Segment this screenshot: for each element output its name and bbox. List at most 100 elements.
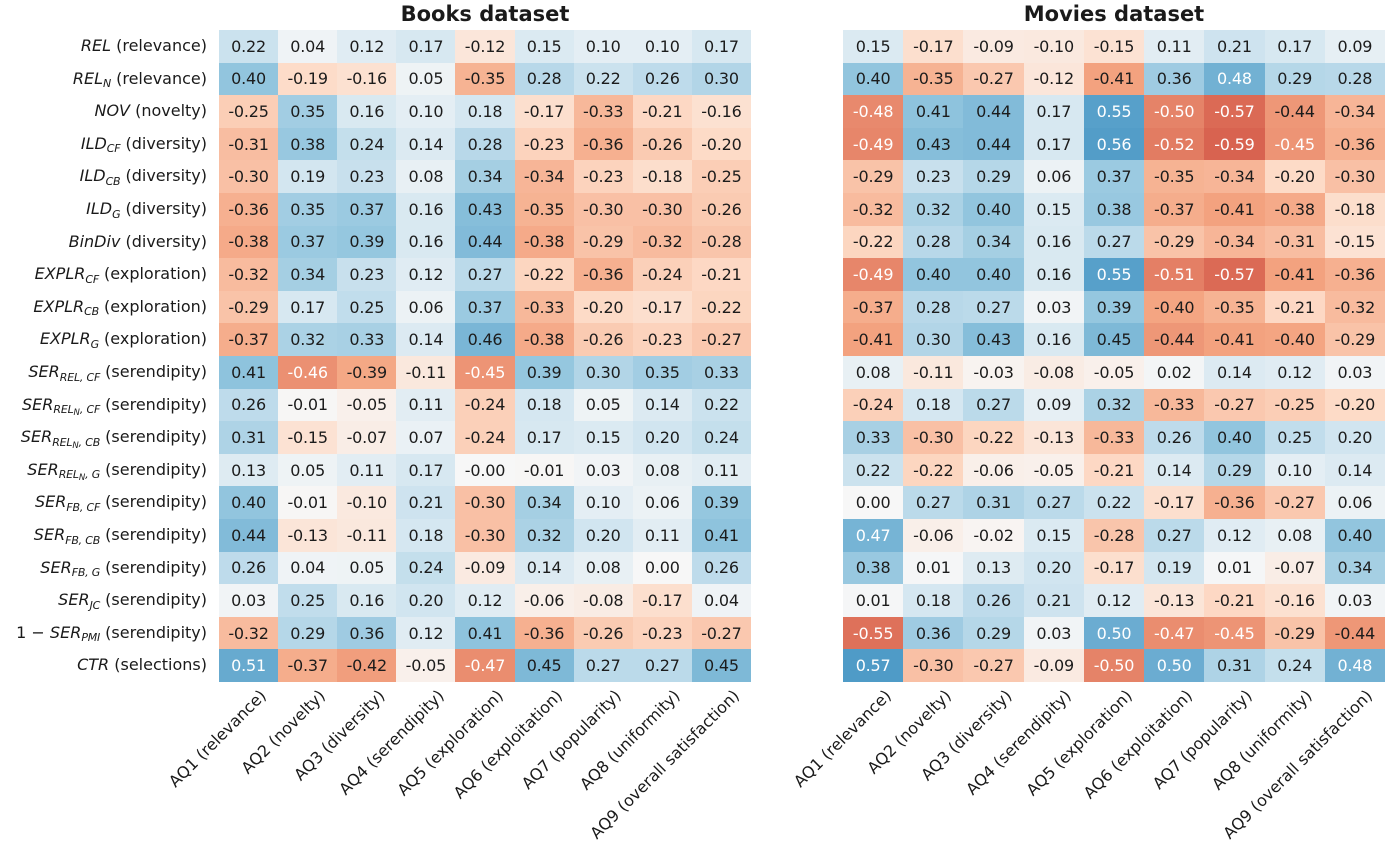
heatmap-cell: -0.27 bbox=[963, 649, 1024, 682]
heatmap-cell: -0.21 bbox=[691, 258, 751, 291]
heatmap-cell: -0.29 bbox=[1264, 616, 1325, 650]
heatmap-cell: -0.50 bbox=[1083, 649, 1145, 682]
heatmap-cell: -0.45 bbox=[1204, 616, 1265, 650]
heatmap-cell: 0.06 bbox=[396, 290, 456, 324]
heatmap-cell: -0.15 bbox=[278, 421, 338, 454]
heatmap-cell: -0.35 bbox=[1144, 160, 1205, 193]
heatmap-cell: 0.31 bbox=[219, 421, 279, 454]
heatmap-cell: 0.39 bbox=[1083, 290, 1145, 324]
books-panel-title: Books dataset bbox=[400, 2, 570, 26]
heatmap-cell: 0.10 bbox=[396, 95, 456, 128]
heatmap-cell: 0.48 bbox=[1204, 62, 1265, 96]
heatmap-cell: 0.24 bbox=[337, 127, 397, 161]
heatmap-cell: 0.05 bbox=[396, 62, 456, 96]
heatmap-cell: 0.55 bbox=[1083, 258, 1145, 291]
heatmap-cell: -0.21 bbox=[1083, 453, 1145, 487]
heatmap-cell: -0.17 bbox=[1083, 551, 1145, 585]
heatmap-cell: 0.16 bbox=[337, 95, 397, 128]
heatmap-cell: -0.55 bbox=[843, 616, 904, 650]
heatmap-cell: 0.13 bbox=[219, 453, 279, 487]
heatmap-cell: 0.08 bbox=[396, 160, 456, 193]
x-tick-label: AQ4 (serendipity) bbox=[962, 686, 1076, 799]
x-tick-label: AQ7 (popularity) bbox=[517, 686, 625, 793]
heatmap-cell: -0.41 bbox=[1204, 323, 1265, 356]
heatmap-cell: 0.29 bbox=[1204, 453, 1265, 487]
heatmap-cell: -0.30 bbox=[573, 192, 633, 226]
heatmap-cell: 0.03 bbox=[219, 584, 279, 617]
row-label: SERRELN, CB (serendipity) bbox=[20, 427, 207, 451]
heatmap-cell: 0.23 bbox=[903, 160, 964, 193]
heatmap-cell: -0.23 bbox=[632, 323, 692, 356]
heatmap-cell: 0.06 bbox=[1324, 486, 1385, 519]
row-label: EXPLRCF (exploration) bbox=[34, 264, 207, 286]
heatmap-cell: -0.17 bbox=[1144, 486, 1205, 519]
row-label: REL (relevance) bbox=[80, 36, 207, 55]
heatmap-cell: -0.20 bbox=[573, 290, 633, 324]
heatmap-cell: 0.17 bbox=[1023, 127, 1084, 161]
heatmap-cell: -0.07 bbox=[1264, 551, 1325, 585]
heatmap-cell: -0.34 bbox=[514, 160, 574, 193]
heatmap-cell: 0.25 bbox=[1264, 421, 1325, 454]
heatmap-cell: -0.37 bbox=[219, 323, 279, 356]
heatmap-cell: -0.57 bbox=[1204, 258, 1265, 291]
heatmap-cell: -0.31 bbox=[219, 127, 279, 161]
heatmap-cell: -0.38 bbox=[514, 225, 574, 259]
heatmap-cell: -0.01 bbox=[278, 486, 338, 519]
heatmap-cell: 0.24 bbox=[691, 421, 751, 454]
heatmap-cell: 0.38 bbox=[278, 127, 338, 161]
heatmap-cell: -0.33 bbox=[1083, 421, 1145, 454]
heatmap-cell: -0.27 bbox=[691, 616, 751, 650]
heatmap-cell: 0.24 bbox=[396, 551, 456, 585]
heatmap-cell: 0.03 bbox=[1023, 616, 1084, 650]
heatmap-cell: 0.32 bbox=[514, 518, 574, 552]
heatmap-cell: 0.04 bbox=[278, 30, 338, 63]
heatmap-cell: 0.40 bbox=[963, 192, 1024, 226]
heatmap-cell: -0.05 bbox=[1083, 355, 1145, 389]
heatmap-cell: -0.16 bbox=[691, 95, 751, 128]
heatmap-cell: 0.18 bbox=[903, 388, 964, 422]
heatmap-cell: 0.32 bbox=[1083, 388, 1145, 422]
heatmap-cell: -0.41 bbox=[1204, 192, 1265, 226]
heatmap-cell: 0.16 bbox=[1023, 323, 1084, 356]
heatmap-cell: -0.36 bbox=[514, 616, 574, 650]
heatmap-cell: -0.28 bbox=[691, 225, 751, 259]
heatmap-cell: -0.27 bbox=[691, 323, 751, 356]
heatmap-cell: 0.00 bbox=[632, 551, 692, 585]
heatmap-cell: -0.35 bbox=[514, 192, 574, 226]
heatmap-cell: 0.40 bbox=[1324, 518, 1385, 552]
heatmap-cell: 0.15 bbox=[514, 30, 574, 63]
heatmap-cell: 0.03 bbox=[1023, 290, 1084, 324]
heatmap-cell: 0.14 bbox=[1144, 453, 1205, 487]
heatmap-cell: -0.30 bbox=[903, 649, 964, 682]
heatmap-cell: -0.38 bbox=[219, 225, 279, 259]
heatmap-cell: 0.12 bbox=[455, 584, 515, 617]
heatmap-cell: 0.08 bbox=[573, 551, 633, 585]
heatmap-cell: 0.13 bbox=[963, 551, 1024, 585]
heatmap-cell: -0.38 bbox=[514, 323, 574, 356]
heatmap-cell: 0.45 bbox=[1083, 323, 1145, 356]
heatmap-cell: -0.11 bbox=[903, 355, 964, 389]
heatmap-cell: 0.18 bbox=[514, 388, 574, 422]
heatmap-cell: 0.08 bbox=[843, 355, 904, 389]
heatmap-cell: 0.03 bbox=[573, 453, 633, 487]
heatmap-cell: 0.01 bbox=[1204, 551, 1265, 585]
heatmap-cell: -0.48 bbox=[843, 95, 904, 128]
heatmap-cell: 0.15 bbox=[1023, 518, 1084, 552]
heatmap-cell: 0.45 bbox=[514, 649, 574, 682]
heatmap-cell: 0.46 bbox=[455, 323, 515, 356]
heatmap-cell: 0.06 bbox=[1023, 160, 1084, 193]
heatmap-cell: -0.01 bbox=[278, 388, 338, 422]
heatmap-cell: -0.37 bbox=[843, 290, 904, 324]
heatmap-cell: -0.08 bbox=[1023, 355, 1084, 389]
heatmap-cell: 0.34 bbox=[514, 486, 574, 519]
heatmap-cell: -0.26 bbox=[632, 127, 692, 161]
heatmap-cell: 0.16 bbox=[396, 225, 456, 259]
heatmap-cell: 0.09 bbox=[1324, 30, 1385, 63]
row-label: ILDG (diversity) bbox=[86, 199, 207, 221]
heatmap-cell: 0.35 bbox=[278, 192, 338, 226]
x-tick-label: AQ6 (exploitation) bbox=[449, 686, 566, 803]
heatmap-cell: 0.34 bbox=[278, 258, 338, 291]
heatmap-cell: -0.06 bbox=[963, 453, 1024, 487]
x-tick-label: AQ6 (exploitation) bbox=[1079, 686, 1196, 803]
heatmap-cell: 0.28 bbox=[903, 225, 964, 259]
